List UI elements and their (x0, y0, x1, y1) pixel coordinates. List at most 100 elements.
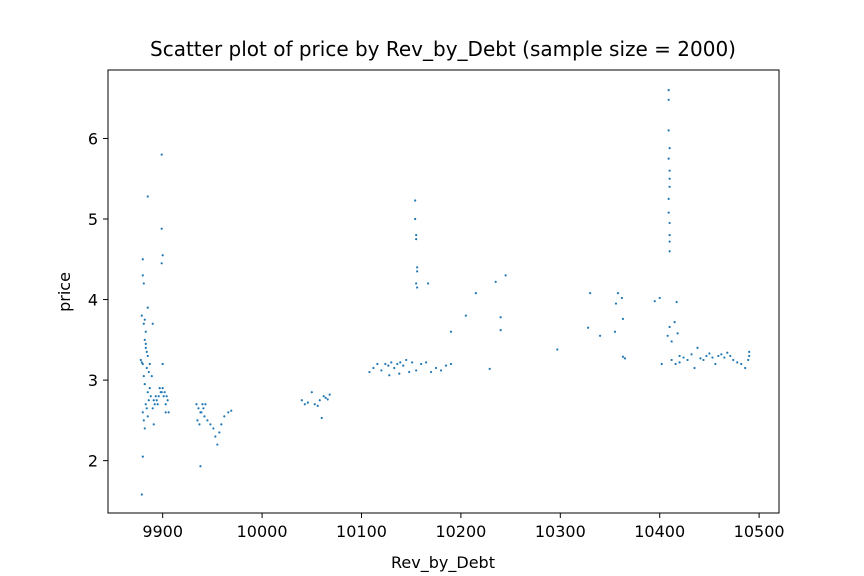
data-point-72 (212, 427, 215, 430)
data-point-73 (214, 435, 217, 438)
data-point-128 (464, 314, 467, 317)
data-point-49 (161, 387, 164, 390)
data-point-113 (444, 364, 448, 367)
data-point-20 (143, 427, 146, 430)
data-point-137 (598, 334, 602, 337)
data-point-74 (216, 443, 219, 446)
data-point-99 (390, 361, 393, 364)
data-point-155 (667, 211, 670, 214)
data-point-150 (667, 129, 670, 132)
data-point-61 (197, 407, 200, 410)
data-point-124 (415, 282, 418, 285)
data-point-32 (141, 455, 144, 458)
data-point-23 (146, 415, 149, 418)
data-point-93 (368, 370, 371, 374)
data-point-7 (146, 354, 149, 358)
x-tick-label-10100: 10100 (336, 522, 387, 541)
data-point-132 (499, 329, 502, 332)
data-point-114 (449, 362, 453, 366)
data-point-110 (429, 370, 433, 374)
data-point-120 (415, 234, 418, 237)
data-point-136 (589, 292, 592, 295)
data-point-19 (142, 419, 145, 422)
x-tick-label-10300: 10300 (535, 522, 586, 541)
data-point-50 (163, 391, 166, 394)
data-point-145 (653, 300, 656, 303)
data-point-115 (488, 367, 491, 370)
data-point-26 (144, 330, 147, 333)
data-point-16 (147, 399, 150, 402)
data-point-29 (142, 282, 145, 285)
data-point-118 (414, 199, 417, 202)
data-point-95 (376, 362, 379, 366)
data-point-51 (165, 395, 168, 398)
data-point-47 (157, 395, 160, 398)
data-point-194 (748, 350, 751, 354)
data-point-123 (416, 270, 419, 273)
data-point-79 (230, 409, 233, 412)
data-point-22 (145, 407, 148, 410)
data-point-173 (686, 358, 689, 362)
data-point-180 (708, 352, 711, 355)
data-point-71 (209, 423, 212, 426)
data-point-96 (380, 369, 383, 372)
data-point-84 (310, 391, 313, 394)
data-point-27 (141, 258, 144, 261)
data-point-182 (714, 362, 717, 366)
data-point-87 (318, 399, 321, 402)
x-tick-label-10200: 10200 (435, 522, 486, 541)
data-point-102 (399, 361, 402, 364)
data-point-52 (164, 411, 167, 414)
data-point-6 (145, 350, 148, 354)
data-point-78 (227, 411, 230, 414)
data-point-14 (145, 366, 148, 370)
y-tick-label-6: 6 (88, 129, 98, 148)
data-point-48 (159, 391, 162, 394)
data-point-122 (416, 266, 419, 269)
chart-title: Scatter plot of price by Rev_by_Debt (sa… (150, 37, 736, 61)
data-point-183 (717, 354, 720, 358)
data-point-81 (300, 399, 303, 402)
data-point-53 (151, 322, 154, 325)
data-point-165 (673, 321, 676, 324)
data-point-161 (668, 240, 671, 243)
data-point-101 (396, 362, 399, 366)
data-point-131 (499, 316, 502, 319)
data-point-88 (320, 416, 323, 420)
data-point-140 (616, 292, 620, 295)
data-point-176 (696, 346, 699, 349)
data-point-134 (556, 348, 559, 351)
data-point-185 (723, 356, 726, 359)
data-point-179 (705, 354, 708, 358)
data-point-190 (740, 362, 743, 366)
data-point-138 (613, 330, 617, 333)
data-point-46 (155, 399, 158, 402)
data-point-9 (148, 387, 151, 390)
data-point-89 (322, 395, 325, 398)
y-tick-label-5: 5 (88, 210, 98, 229)
data-point-105 (408, 370, 411, 374)
data-point-170 (674, 362, 677, 366)
data-point-164 (670, 340, 673, 343)
data-point-129 (474, 292, 477, 295)
x-tick-label-10000: 10000 (237, 522, 288, 541)
data-point-82 (303, 403, 306, 406)
data-point-43 (167, 411, 170, 414)
data-point-80 (199, 465, 202, 468)
data-point-59 (160, 262, 163, 265)
data-point-36 (154, 395, 157, 398)
data-point-100 (393, 366, 396, 370)
data-point-112 (439, 369, 443, 372)
data-point-94 (372, 366, 375, 370)
data-point-169 (670, 358, 673, 362)
data-point-127 (449, 330, 453, 333)
x-axis: 9900 10000 10100 10200 10300 10400 10500 (142, 513, 785, 541)
data-point-97 (384, 362, 387, 366)
data-point-44 (151, 407, 154, 410)
data-point-171 (678, 361, 681, 364)
data-point-83 (306, 401, 309, 404)
data-point-56 (160, 153, 163, 156)
data-point-65 (196, 419, 199, 422)
data-point-111 (434, 366, 438, 370)
data-point-175 (693, 366, 696, 370)
